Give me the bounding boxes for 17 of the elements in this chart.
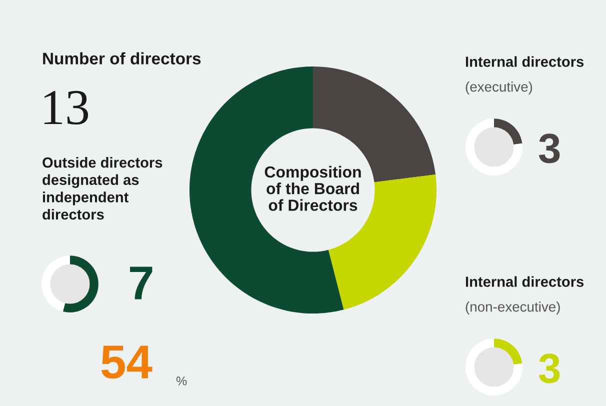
donut-slice bbox=[466, 338, 522, 396]
text: % bbox=[176, 376, 187, 386]
text: Number of directors bbox=[43, 52, 201, 64]
text: 3 bbox=[538, 134, 560, 164]
text: 54 bbox=[101, 346, 152, 379]
text: Composition of the Board of Directors bbox=[264, 166, 361, 211]
chart-subtitle: (non-executive) bbox=[466, 302, 560, 314]
chart-title: Internal directors bbox=[466, 56, 584, 67]
chart-title: Outside directors designated as independent directors bbox=[42, 157, 162, 220]
chart-title: Internal directors bbox=[466, 276, 584, 287]
text: 3 bbox=[538, 354, 560, 384]
donut-slice bbox=[466, 118, 522, 176]
text: 13 bbox=[44, 90, 88, 125]
donut-slice bbox=[494, 338, 522, 365]
donut-slice bbox=[494, 118, 522, 145]
chart-subtitle: (executive) bbox=[466, 82, 532, 94]
text: 7 bbox=[130, 266, 152, 300]
